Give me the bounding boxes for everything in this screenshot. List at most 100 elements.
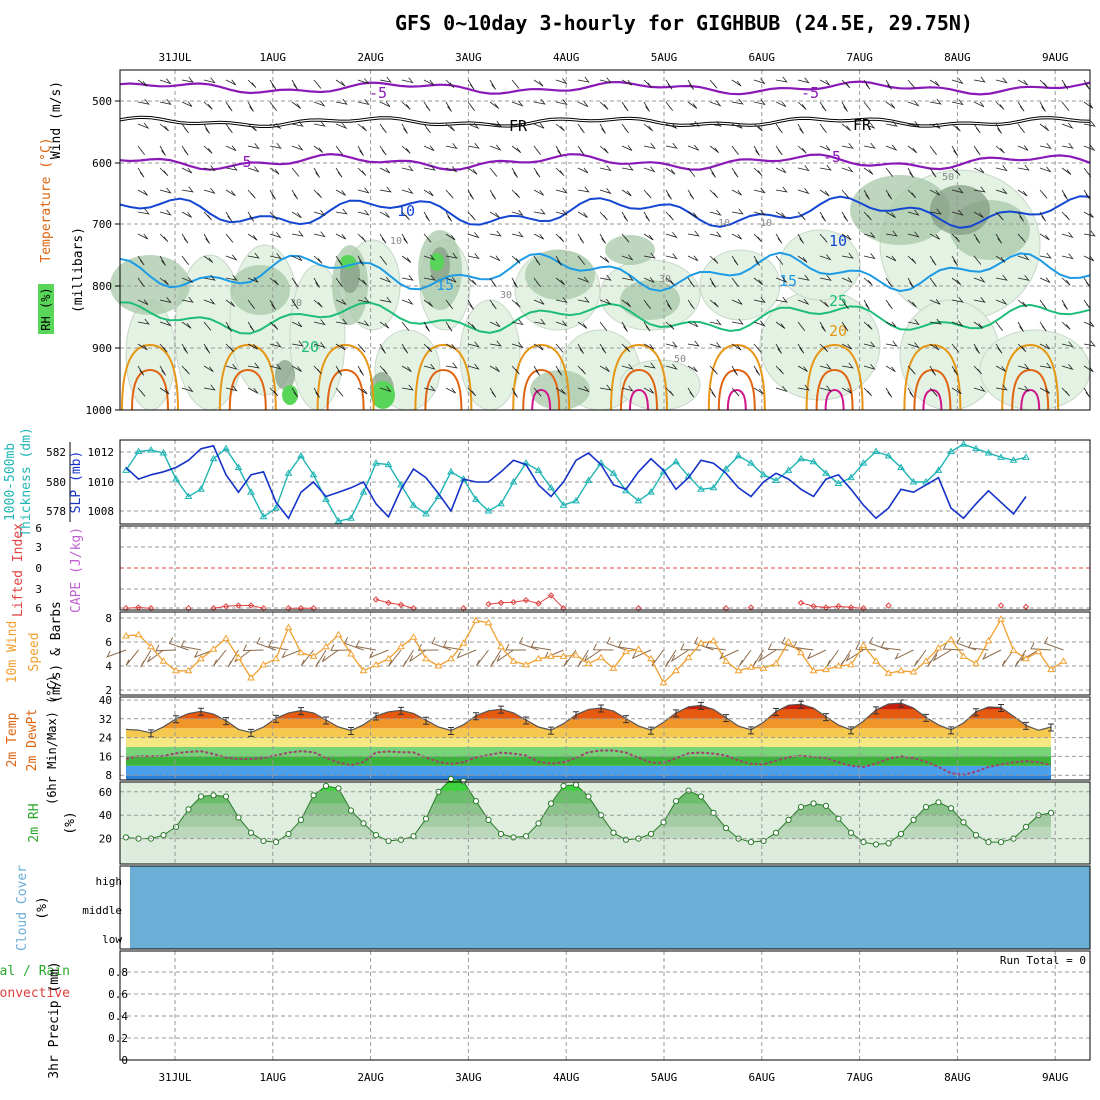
wind10-barb: [456, 649, 477, 659]
wind-barb: [225, 164, 238, 171]
cloud-cover-panel: high middle low Cloud Cover (%): [15, 865, 1091, 951]
wind-barb: [687, 387, 695, 398]
wind10-barb: [168, 637, 189, 651]
ylabel-precip: 3hr Precip (mm): [47, 961, 62, 1078]
wind-barb: [841, 362, 854, 369]
wind-barb: [731, 387, 740, 397]
wind-barb: [577, 145, 585, 156]
wind-barb: [1061, 101, 1070, 111]
temp-tick: 24: [99, 732, 113, 745]
wind10-point: [397, 642, 405, 650]
wind10-barb: [490, 649, 502, 668]
wind-barb: [951, 365, 959, 376]
rh-band: [126, 815, 1051, 827]
wind-barb: [643, 189, 652, 199]
wind10-point: [134, 630, 143, 638]
wind-barb: [137, 122, 150, 130]
precip-panel: 0.8 0.6 0.4 0.2 0 Run Total = 0 Total / Rain Co…: [0, 950, 1091, 1079]
thickness-slp-panel: 582 580 578 1012 1010 1008 1000-500mb Thickness…: [3, 427, 1091, 537]
wind-barb: [841, 299, 849, 310]
wind-barb: [335, 387, 344, 397]
rh2-point: [222, 793, 230, 800]
wind-barb: [203, 123, 210, 134]
wind-barb: [929, 233, 941, 240]
wind-barb: [973, 167, 985, 174]
wind-barb: [929, 123, 941, 129]
wind-barb: [687, 365, 698, 373]
wind10-barb: [757, 649, 777, 663]
wind-barb: [357, 78, 370, 85]
wind-barb: [203, 255, 214, 263]
li-point: [747, 604, 755, 611]
wind10-barb: [475, 649, 489, 667]
wind-barb: [269, 232, 282, 239]
wind-barb: [1083, 144, 1096, 152]
wind-barb: [159, 78, 172, 85]
wind-barb: [401, 101, 411, 110]
wind-barb: [445, 299, 453, 310]
wind10-point: [709, 636, 718, 644]
li-point: [547, 592, 555, 599]
wind-barb: [1039, 343, 1051, 350]
wind-barb: [225, 321, 232, 332]
rh2-point: [360, 820, 367, 827]
minmax-marker: [723, 714, 729, 723]
minmax-marker: [823, 713, 829, 722]
wind-barb: [181, 296, 194, 303]
thickness-point: [747, 459, 755, 466]
wind-barb: [379, 255, 388, 265]
wind-barb: [841, 143, 854, 149]
wind10-barb: [193, 649, 214, 659]
thickness-point: [359, 488, 368, 495]
isotherm-30-dome: [717, 368, 756, 411]
wind-barb: [379, 101, 391, 107]
rh2-point: [585, 793, 592, 800]
contour-label: 15: [779, 272, 797, 290]
wind10-barb: [180, 639, 202, 651]
li-point: [797, 599, 805, 607]
wind-barb: [753, 255, 760, 266]
wind-barb: [357, 343, 366, 353]
thickness-point: [384, 460, 393, 468]
day-label-top: 4AUG: [553, 51, 580, 64]
rh2-point: [385, 837, 392, 845]
wind10-point: [572, 651, 580, 658]
rh2-point: [610, 829, 617, 836]
rh2-point: [860, 839, 867, 846]
wind-barb: [621, 145, 633, 151]
wind-barb: [203, 77, 216, 84]
rh2-point: [947, 805, 955, 812]
thickness-point: [159, 449, 168, 456]
wind10-point: [534, 654, 543, 662]
wind-barb: [533, 299, 545, 305]
cloud-level-label: middle: [82, 904, 122, 917]
rh2-point: [672, 798, 680, 805]
rh2-point: [647, 830, 655, 838]
wind-barb: [467, 167, 478, 175]
wind-barb: [445, 343, 457, 350]
rh2-point: [985, 839, 992, 846]
wind-barb: [775, 343, 782, 354]
wind-barb: [159, 277, 169, 286]
thickness-point: [984, 449, 993, 456]
wind-barb: [335, 167, 343, 178]
thickness-point: [1009, 456, 1018, 463]
thickness-point: [822, 469, 830, 476]
thickness-point: [472, 495, 480, 502]
wind10-point: [259, 660, 268, 668]
wind-barb: [511, 167, 518, 178]
ylabel-thickness-2: Thickness (dm): [19, 427, 34, 537]
wind-barb: [709, 189, 719, 199]
panel-frame: [119, 525, 1091, 611]
wind10-point: [1047, 665, 1055, 673]
rh-shade-mid: [525, 250, 595, 300]
cloud-level-label: low: [102, 933, 122, 946]
day-label-bottom: 8AUG: [944, 1071, 971, 1084]
wind10-point: [197, 654, 205, 662]
wind-barb: [401, 233, 408, 244]
wind-barb: [445, 233, 456, 241]
wind-barb: [819, 343, 829, 352]
temp-band: [126, 775, 1051, 780]
wind10-point: [647, 654, 655, 662]
wind-barb: [467, 363, 480, 370]
